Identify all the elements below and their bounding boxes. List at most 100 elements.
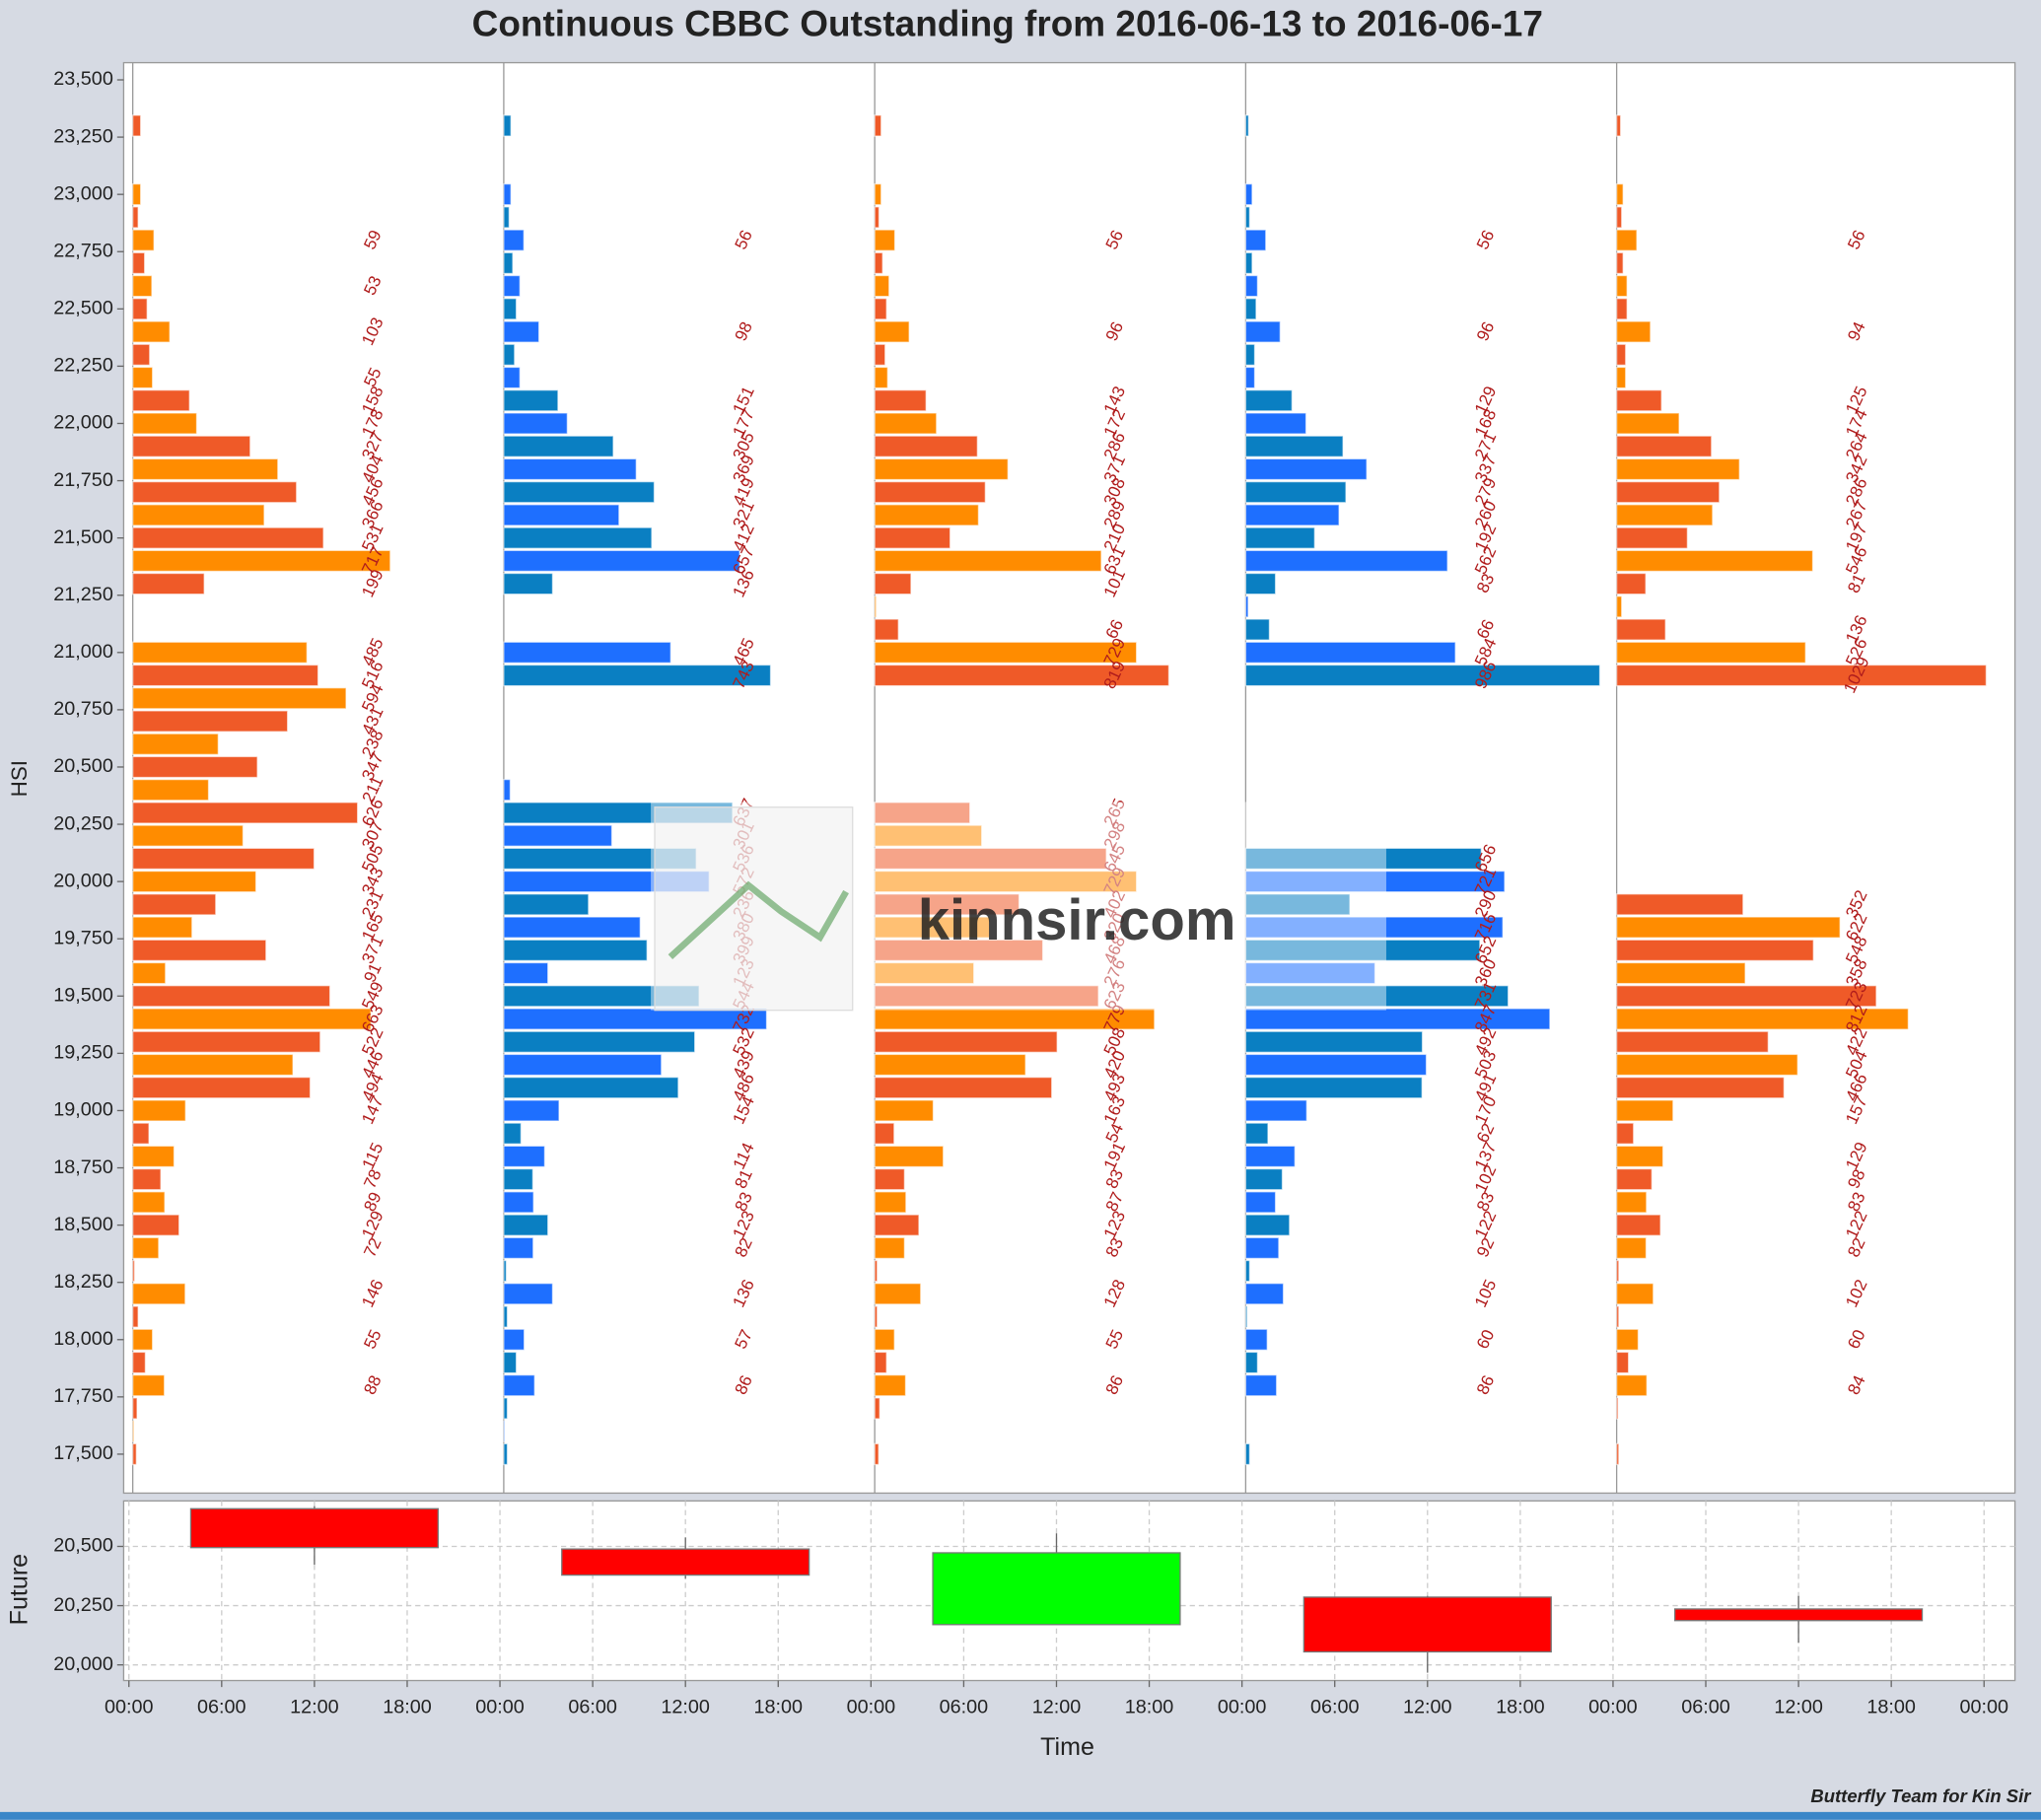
- bar: [1615, 1283, 1654, 1305]
- y-tick-label: 20,000: [53, 1653, 113, 1675]
- bar: [131, 1122, 150, 1145]
- bar: [131, 1420, 135, 1442]
- bar: [503, 1351, 518, 1374]
- bar: [131, 389, 190, 412]
- bar: [131, 1351, 147, 1374]
- bar: [1244, 1030, 1424, 1053]
- bar: [874, 480, 986, 504]
- bar: [503, 1167, 534, 1191]
- bar: [131, 641, 308, 665]
- bar: [1244, 1236, 1280, 1260]
- bar: [1244, 480, 1347, 504]
- bar: [874, 1283, 922, 1305]
- bar: [503, 206, 511, 229]
- bar: [874, 1214, 920, 1236]
- bar: [874, 504, 980, 526]
- bar: [1244, 618, 1271, 641]
- y-tick-label: 19,250: [53, 1042, 113, 1064]
- bar: [874, 229, 896, 251]
- x-tick-label: 06:00: [197, 1696, 246, 1717]
- bar: [1615, 389, 1662, 412]
- bar: [503, 457, 637, 481]
- bar: [131, 1214, 180, 1236]
- x-tick-label: 18:00: [1125, 1696, 1174, 1717]
- bar: [874, 1191, 907, 1214]
- bar: [1244, 1442, 1251, 1466]
- bar: [874, 1328, 895, 1351]
- bottom-bar: [0, 1811, 2041, 1820]
- bar: [1615, 985, 1877, 1008]
- x-tick-label: 00:00: [1588, 1696, 1638, 1717]
- bar: [1615, 1374, 1648, 1397]
- y-tick-label: 22,250: [53, 355, 113, 377]
- x-tick-label: 00:00: [1218, 1696, 1267, 1717]
- bar: [503, 916, 641, 939]
- candle-body: [1302, 1596, 1552, 1653]
- bar: [131, 274, 153, 298]
- bar: [503, 251, 514, 275]
- y-tick-label: 18,250: [53, 1271, 113, 1293]
- bar: [131, 320, 171, 343]
- bar: [131, 733, 220, 755]
- bar: [874, 916, 991, 939]
- bar: [1244, 1076, 1423, 1099]
- bar: [1615, 480, 1721, 504]
- bar: [503, 504, 620, 526]
- bar: [1244, 251, 1253, 275]
- bar: [1615, 961, 1746, 985]
- bar: [1244, 985, 1510, 1008]
- x-tick-label: 00:00: [105, 1696, 154, 1717]
- bar: [1244, 504, 1340, 526]
- bar: [503, 1305, 509, 1328]
- bar: [503, 1374, 535, 1397]
- bar: [1615, 412, 1680, 435]
- bar: [131, 710, 289, 733]
- bar: [131, 343, 151, 367]
- bar: [131, 1030, 321, 1053]
- bar: [1244, 1259, 1251, 1283]
- bar: [1244, 1351, 1259, 1374]
- bar: [1244, 1191, 1277, 1214]
- bar: [1615, 1167, 1653, 1191]
- bar: [1615, 664, 1988, 687]
- candle-body: [1673, 1608, 1924, 1622]
- bar: [874, 939, 1044, 962]
- bar: [503, 939, 648, 962]
- bar: [503, 549, 740, 573]
- x-tick-label: 18:00: [753, 1696, 803, 1717]
- y-tick-label: 21,000: [53, 641, 113, 663]
- bar: [1244, 1122, 1269, 1145]
- bar: [503, 182, 512, 206]
- bar: [874, 1167, 906, 1191]
- bar: [1244, 1053, 1428, 1077]
- bar: [874, 1008, 1156, 1030]
- y-tick-label: 17,750: [53, 1385, 113, 1407]
- bar: [1244, 182, 1253, 206]
- bar: [1615, 1076, 1786, 1099]
- bar: [874, 824, 983, 847]
- y-tick-label: 23,000: [53, 182, 113, 204]
- bar: [1615, 595, 1623, 618]
- bar: [1244, 206, 1251, 229]
- bar: [503, 1442, 509, 1466]
- bar: [1244, 114, 1249, 137]
- bar: [503, 1420, 506, 1442]
- bar: [1244, 1214, 1291, 1236]
- bar: [503, 1328, 526, 1351]
- bar: [1615, 1191, 1648, 1214]
- bar: [1615, 504, 1714, 526]
- x-tick-label: 12:00: [290, 1696, 339, 1717]
- bar: [1615, 549, 1814, 573]
- bar: [503, 298, 518, 320]
- y-tick-label: 20,750: [53, 698, 113, 720]
- bar: [874, 595, 878, 618]
- bar: [1615, 1442, 1620, 1466]
- bar: [131, 1145, 176, 1168]
- candle-body: [189, 1507, 439, 1549]
- y-tick-label: 20,250: [53, 812, 113, 834]
- bar: [1615, 1236, 1648, 1260]
- x-tick-label: 18:00: [383, 1696, 432, 1717]
- bar: [874, 1397, 880, 1420]
- bar: [1615, 1145, 1664, 1168]
